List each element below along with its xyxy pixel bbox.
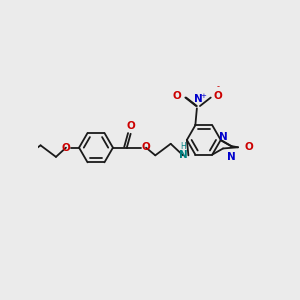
Text: +: + bbox=[200, 93, 206, 99]
Text: O: O bbox=[126, 121, 135, 131]
Text: O: O bbox=[61, 143, 70, 153]
Text: N: N bbox=[194, 94, 203, 104]
Text: N: N bbox=[178, 150, 188, 160]
Text: N: N bbox=[227, 152, 236, 162]
Text: -: - bbox=[216, 82, 219, 91]
Text: H: H bbox=[180, 142, 186, 151]
Text: O: O bbox=[213, 91, 222, 101]
Text: O: O bbox=[244, 142, 253, 152]
Text: N: N bbox=[219, 132, 227, 142]
Text: O: O bbox=[173, 91, 182, 101]
Text: O: O bbox=[141, 142, 150, 152]
